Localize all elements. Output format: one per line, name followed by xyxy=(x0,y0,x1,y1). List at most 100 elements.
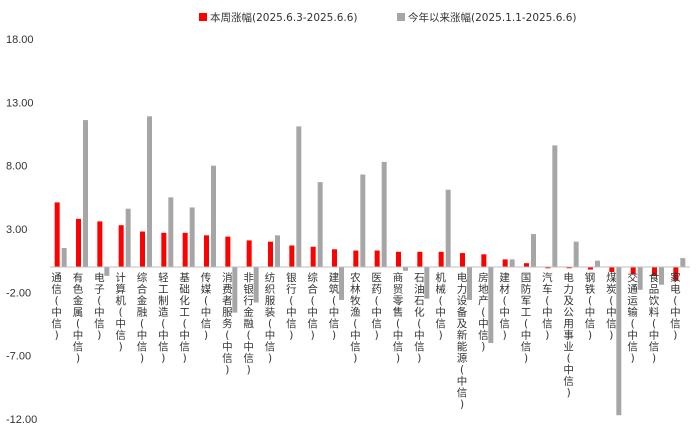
bar-weekly xyxy=(417,251,423,267)
bar-ytd xyxy=(211,165,216,267)
bar-ytd xyxy=(147,116,152,268)
bar-weekly xyxy=(161,232,167,267)
bar-ytd xyxy=(445,189,451,267)
y-tick-label: -12.00 xyxy=(6,414,37,426)
y-axis: 18.00 13.00 8.00 3.00 -2.00 -7.00 -12.00 xyxy=(6,34,37,426)
bar-weekly xyxy=(268,241,273,267)
category-label: 煤炭(中信) xyxy=(606,271,617,342)
bar-weekly xyxy=(182,232,188,267)
category-label: 国防军工(中信) xyxy=(521,272,532,365)
bar-weekly xyxy=(652,267,657,276)
legend-label-weekly: 本周涨幅(2025.6.3-2025.6.6) xyxy=(210,11,358,24)
bar-weekly xyxy=(588,267,593,270)
legend-swatch-weekly xyxy=(199,13,207,21)
bar-ytd xyxy=(616,267,622,416)
category-label: 钢铁(中信) xyxy=(585,271,596,342)
bar-ytd xyxy=(61,248,67,267)
bar-ytd xyxy=(296,126,302,268)
bar-weekly xyxy=(438,251,444,267)
legend-swatch-ytd xyxy=(397,13,405,21)
category-label: 石油石化(中信) xyxy=(414,272,425,365)
bar-weekly xyxy=(524,263,529,267)
y-tick-label: 3.00 xyxy=(6,224,27,236)
bar-weekly xyxy=(396,251,401,267)
category-label: 通信(中信) xyxy=(51,272,62,342)
bar-weekly xyxy=(481,254,487,267)
bar-ytd xyxy=(232,267,238,313)
category-label: 电力及公用事业(中信) xyxy=(563,271,574,399)
bar-ytd xyxy=(381,161,387,267)
category-label: 交通运输(中信) xyxy=(627,271,638,365)
bar-ytd xyxy=(595,260,600,267)
category-label: 医药(中信) xyxy=(371,272,382,342)
category-label: 纺织服装(中信) xyxy=(265,271,276,365)
bar-weekly xyxy=(54,202,60,267)
category-label: 商贸零售(中信) xyxy=(393,271,404,365)
bar-ytd xyxy=(189,207,195,267)
bar-weekly xyxy=(332,249,337,267)
bar-ytd xyxy=(680,258,686,267)
bar-weekly xyxy=(609,267,615,273)
bar-ytd xyxy=(531,234,536,267)
bar-weekly xyxy=(545,267,551,269)
y-tick-label: 13.00 xyxy=(6,97,34,109)
bar-ytd xyxy=(509,259,515,267)
bar-ytd xyxy=(104,267,110,276)
category-label: 建材(中信) xyxy=(499,271,510,342)
category-label: 电力设备及新能源(中信) xyxy=(457,271,468,411)
bar-ytd xyxy=(253,267,259,303)
category-label: 计算机(中信) xyxy=(115,271,126,353)
category-label: 传媒(中信) xyxy=(201,272,212,342)
category-label: 机械(中信) xyxy=(435,271,446,342)
bar-weekly xyxy=(118,225,124,267)
bar-weekly xyxy=(225,236,231,267)
y-tick-label: -2.00 xyxy=(6,287,31,299)
category-label: 基础化工(中信) xyxy=(179,271,190,365)
category-label: 非银行金融(中信) xyxy=(243,272,254,376)
legend-label-ytd: 今年以来涨幅(2025.1.1-2025.6.6) xyxy=(408,11,577,24)
bar-ytd xyxy=(637,267,643,290)
bar-weekly xyxy=(310,246,316,267)
bar-weekly xyxy=(353,250,359,267)
category-label: 综合金融(中信) xyxy=(137,271,148,365)
category-label: 银行(中信) xyxy=(286,271,297,342)
category-label: 家电(中信) xyxy=(670,271,681,342)
bar-weekly xyxy=(630,267,636,275)
y-tick-label: 18.00 xyxy=(6,34,34,46)
y-tick-label: 8.00 xyxy=(6,161,27,173)
bar-ytd xyxy=(467,267,472,300)
bar-weekly xyxy=(460,253,465,267)
bar-ytd xyxy=(83,120,88,267)
bar-ytd xyxy=(488,267,494,343)
bar-ytd xyxy=(424,267,430,299)
category-label: 消费者服务(中信) xyxy=(222,271,233,376)
category-label: 汽车(中信) xyxy=(542,271,553,342)
bar-ytd xyxy=(339,267,344,300)
bar-weekly xyxy=(204,235,209,267)
legend: 本周涨幅(2025.6.3-2025.6.6) 今年以来涨幅(2025.1.1-… xyxy=(199,11,577,24)
bars xyxy=(54,116,686,416)
category-labels: 通信(中信) 有色金属(中信) 电子(中信) 计算机(中信) 综合金融(中信) 轻工制造(… xyxy=(51,271,681,411)
bar-weekly xyxy=(289,245,295,267)
bar-ytd xyxy=(125,208,131,267)
bar-weekly xyxy=(566,267,572,269)
bar-ytd xyxy=(403,267,408,271)
category-label: 农林牧渔(中信) xyxy=(350,271,361,365)
bar-weekly xyxy=(97,221,103,267)
bar-weekly xyxy=(76,218,81,267)
bar-ytd xyxy=(360,174,366,267)
bar-ytd xyxy=(275,235,280,267)
bar-ytd xyxy=(659,267,664,285)
category-label: 有色金属(中信) xyxy=(73,271,84,365)
bar-ytd xyxy=(168,197,174,267)
category-label: 轻工制造(中信) xyxy=(158,271,169,365)
bar-weekly xyxy=(502,259,508,267)
category-label: 建筑(中信) xyxy=(329,271,340,342)
bar-weekly xyxy=(246,240,252,267)
bar-ytd xyxy=(573,241,579,267)
y-tick-label: -7.00 xyxy=(6,351,31,363)
category-label: 综合(中信) xyxy=(307,271,318,342)
bar-ytd xyxy=(317,182,323,267)
bar-ytd xyxy=(552,145,558,267)
